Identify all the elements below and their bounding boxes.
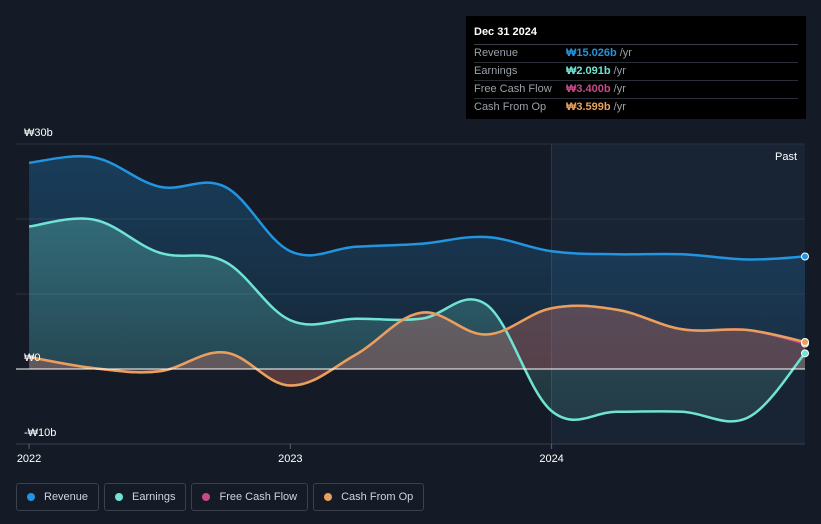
legend-item-earnings[interactable]: Earnings	[104, 483, 187, 511]
earnings-end-point[interactable]	[801, 349, 809, 358]
tooltip-row-unit: /yr	[613, 65, 626, 77]
tooltip-row-unit: /yr	[613, 101, 626, 113]
series-end-markers	[801, 252, 809, 358]
tooltip-row-value: ₩15.026b	[566, 47, 617, 59]
x-tick-label: 2023	[278, 453, 302, 465]
tooltip-row-value: ₩3.400b	[566, 83, 611, 95]
legend-label: Revenue	[44, 491, 89, 503]
tooltip-row: Free Cash Flow ₩3.400b/yr	[474, 81, 798, 99]
x-tick-label: 2022	[17, 453, 41, 465]
tooltip-row-value: ₩3.599b	[566, 101, 611, 113]
tooltip-row-unit: /yr	[613, 83, 626, 95]
tooltip-row-label: Free Cash Flow	[474, 83, 552, 95]
legend-item-free-cash-flow[interactable]: Free Cash Flow	[191, 483, 309, 511]
legend-dot-icon	[202, 493, 211, 501]
y-axis-labels: ₩30b ₩0 -₩10b	[24, 127, 56, 439]
tooltip-row-label: Cash From Op	[474, 101, 547, 113]
x-tick-label: 2024	[539, 453, 563, 465]
legend-label: Cash From Op	[341, 491, 414, 503]
legend-dot-icon	[27, 493, 35, 501]
cash-from-op-area	[29, 305, 806, 386]
earnings-line	[28, 217, 806, 423]
series-areas	[29, 156, 806, 422]
y-tick-label: ₩0	[24, 352, 41, 364]
legend-dot-icon	[324, 493, 333, 501]
data-tooltip: Dec 31 2024 Revenue ₩15.026b/yr Earnings ₩2…	[466, 16, 806, 119]
y-tick-label: ₩30b	[24, 127, 53, 139]
y-tick-label: -₩10b	[24, 427, 56, 439]
tooltip-row-value: ₩2.091b	[566, 65, 611, 77]
tooltip-rows: Revenue ₩15.026b/yr Earnings ₩2.091b/yr Free…	[474, 45, 798, 116]
legend-label: Free Cash Flow	[219, 491, 298, 503]
legend-item-cash-from-op[interactable]: Cash From Op	[313, 483, 425, 511]
tooltip-row-label: Earnings	[474, 65, 518, 77]
x-axis: 2022 2023 2024	[17, 444, 564, 465]
free-cash-flow-area	[29, 305, 806, 386]
tooltip-row-label: Revenue	[474, 47, 519, 59]
chart-legend: Revenue Earnings Free Cash Flow Cash From O…	[16, 483, 425, 511]
legend-label: Earnings	[132, 491, 176, 503]
cash-from-op-line	[28, 304, 806, 387]
tooltip-row-unit: /yr	[619, 47, 632, 59]
legend-item-revenue[interactable]: Revenue	[16, 483, 100, 511]
tooltip-row: Revenue ₩15.026b/yr	[474, 45, 798, 63]
cash-from-op-end-point[interactable]	[801, 338, 809, 347]
series-lines	[28, 155, 806, 423]
tooltip-row: Earnings ₩2.091b/yr	[474, 63, 798, 81]
tooltip-date: Dec 31 2024	[474, 24, 798, 45]
revenue-line	[28, 155, 806, 261]
legend-dot-icon	[115, 493, 124, 501]
tooltip-row: Cash From Op ₩3.599b/yr	[474, 99, 798, 116]
revenue-end-point[interactable]	[801, 252, 809, 261]
past-label: Past	[775, 151, 797, 163]
